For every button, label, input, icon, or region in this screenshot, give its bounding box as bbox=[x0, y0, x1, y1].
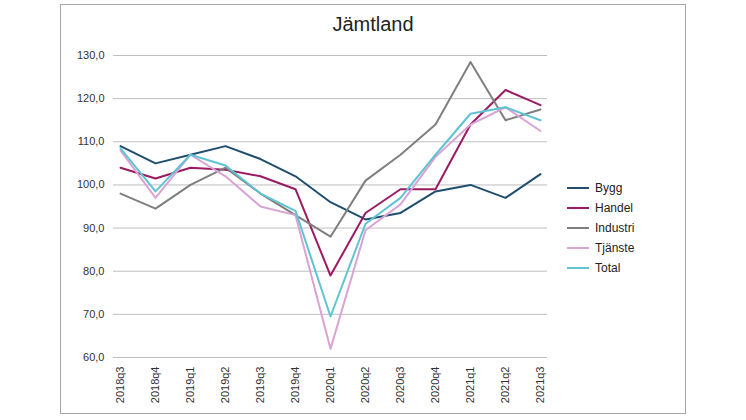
svg-text:100,0: 100,0 bbox=[77, 178, 105, 190]
html-text:Industri: Industri bbox=[595, 221, 635, 235]
svg-text:2018q3: 2018q3 bbox=[114, 367, 126, 404]
html-text:Tjänste: Tjänste bbox=[595, 241, 635, 255]
svg-text:2020q2: 2020q2 bbox=[359, 367, 371, 404]
svg-text:90,0: 90,0 bbox=[83, 222, 104, 234]
svg-text:2019q2: 2019q2 bbox=[219, 367, 231, 404]
html-text:Jämtland: Jämtland bbox=[332, 13, 414, 35]
svg-text:2020q3: 2020q3 bbox=[394, 367, 406, 404]
svg-text:2019q4: 2019q4 bbox=[289, 367, 301, 404]
svg-text:2021q2: 2021q2 bbox=[499, 367, 511, 404]
svg-text:2020q1: 2020q1 bbox=[324, 367, 336, 404]
svg-text:70,0: 70,0 bbox=[83, 308, 104, 320]
svg-text:60,0: 60,0 bbox=[83, 351, 104, 363]
html-text:Total: Total bbox=[595, 261, 621, 275]
svg-text:120,0: 120,0 bbox=[77, 92, 105, 104]
html-text:Bygg: Bygg bbox=[595, 181, 623, 195]
svg-text:80,0: 80,0 bbox=[83, 265, 104, 277]
svg-text:2020q4: 2020q4 bbox=[429, 367, 441, 404]
svg-text:2019q3: 2019q3 bbox=[254, 367, 266, 404]
html-text:Handel: Handel bbox=[595, 201, 633, 215]
svg-text:130,0: 130,0 bbox=[77, 49, 105, 61]
svg-text:2019q1: 2019q1 bbox=[184, 367, 196, 404]
svg-text:2021q3: 2021q3 bbox=[534, 367, 546, 404]
svg-text:110,0: 110,0 bbox=[78, 135, 105, 147]
svg-text:2018q4: 2018q4 bbox=[149, 367, 161, 404]
svg-text:2021q1: 2021q1 bbox=[464, 367, 476, 404]
